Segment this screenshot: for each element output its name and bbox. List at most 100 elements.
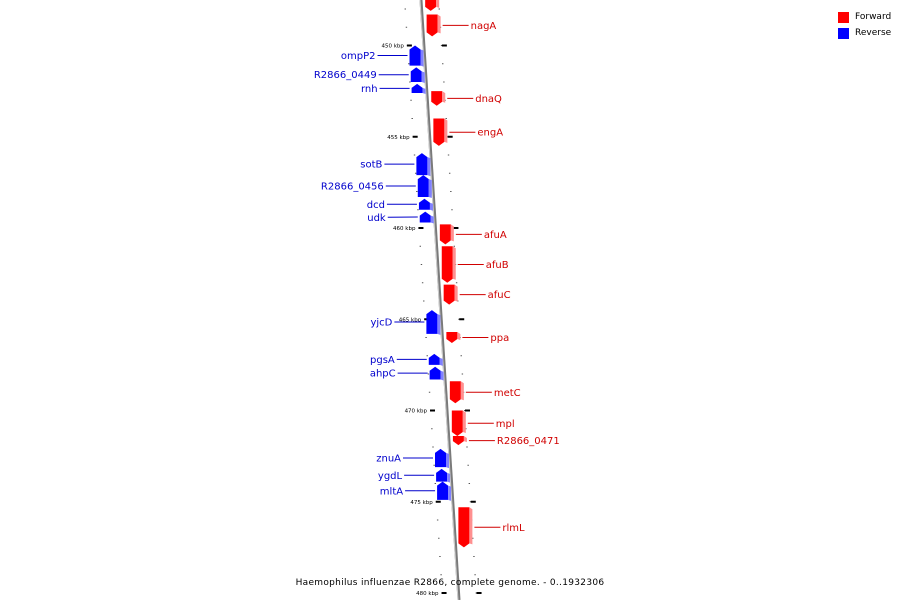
axis-tick-label: 465 kbp bbox=[399, 317, 422, 323]
gene-arrow-side bbox=[463, 436, 467, 443]
minor-tick bbox=[414, 172, 417, 174]
gene-label[interactable]: dnaQ bbox=[475, 94, 502, 105]
gene-ygdL-arrow[interactable] bbox=[436, 468, 451, 483]
gene-arrow-body bbox=[429, 366, 441, 380]
major-tick bbox=[412, 135, 418, 138]
minor-tick bbox=[457, 300, 459, 302]
minor-tick bbox=[436, 519, 439, 521]
gene-arrow-body bbox=[416, 153, 428, 176]
minor-tick bbox=[410, 99, 412, 101]
gene-label[interactable]: yjcD bbox=[370, 317, 392, 328]
minor-tick bbox=[411, 118, 413, 119]
gene-label[interactable]: nagA bbox=[471, 21, 497, 32]
gene-label[interactable]: sotB bbox=[360, 160, 382, 171]
gene-arrow-body bbox=[419, 211, 431, 223]
gene-label[interactable]: afuB bbox=[486, 260, 509, 271]
gene-rlmL-arrow[interactable] bbox=[458, 507, 473, 548]
gene-label[interactable]: udk bbox=[367, 213, 386, 224]
gene-label[interactable]: engA bbox=[477, 128, 503, 139]
gene-nagA-arrow[interactable] bbox=[426, 14, 441, 37]
gene-label[interactable]: ygdL bbox=[378, 471, 403, 482]
gene-arrow-side bbox=[446, 452, 450, 469]
minor-tick bbox=[475, 592, 477, 594]
major-tick bbox=[470, 500, 476, 503]
gene-arrow-side bbox=[429, 202, 433, 211]
minor-tick bbox=[472, 537, 474, 539]
minor-tick bbox=[468, 483, 471, 484]
gene-label[interactable]: R2866_0471 bbox=[497, 436, 560, 447]
minor-tick bbox=[458, 318, 460, 320]
gene-dnaQ-arrow[interactable] bbox=[431, 91, 446, 106]
gene-label[interactable]: rnh bbox=[361, 84, 378, 95]
gene-dcd-arrow[interactable] bbox=[418, 198, 433, 211]
minor-tick bbox=[431, 428, 433, 430]
minor-tick bbox=[448, 172, 451, 174]
gene-R2866_0449-arrow[interactable] bbox=[410, 67, 425, 83]
minor-tick bbox=[405, 26, 408, 28]
gene-label[interactable]: dcd bbox=[367, 200, 385, 211]
axis-tick-label: 480 kbp bbox=[416, 591, 439, 597]
gene-arrow-side bbox=[450, 224, 454, 242]
gene-label[interactable]: mpl bbox=[496, 419, 515, 430]
gene-label[interactable]: metC bbox=[494, 388, 521, 399]
minor-tick bbox=[425, 337, 427, 338]
legend: Forward Reverse bbox=[838, 9, 891, 41]
gene-udk-arrow[interactable] bbox=[419, 211, 434, 224]
gene-R2866_0471-arrow[interactable] bbox=[452, 436, 467, 446]
gene-arrow-side bbox=[420, 49, 424, 67]
gene-arrow-body bbox=[435, 448, 447, 468]
gene-label[interactable]: ahpC bbox=[370, 369, 396, 380]
major-tick bbox=[406, 44, 412, 47]
gene-sotB-arrow[interactable] bbox=[416, 153, 431, 177]
gene-label[interactable]: ompP2 bbox=[341, 51, 376, 62]
gene-arrow-side bbox=[460, 381, 464, 401]
gene-ahpC-arrow[interactable] bbox=[429, 366, 444, 381]
major-tick bbox=[476, 592, 482, 594]
minor-tick bbox=[433, 464, 435, 466]
minor-tick bbox=[428, 391, 431, 393]
gene-metC-arrow[interactable] bbox=[449, 381, 464, 404]
gene-label[interactable]: znuA bbox=[376, 453, 401, 464]
minor-tick bbox=[445, 118, 447, 119]
minor-tick bbox=[417, 209, 419, 211]
gene-pgsA-arrow[interactable] bbox=[428, 353, 443, 366]
gene-R2866_0456-arrow[interactable] bbox=[417, 175, 432, 198]
gene-arrow-body bbox=[426, 14, 438, 37]
gene-label[interactable]: ppa bbox=[490, 333, 509, 344]
major-tick bbox=[441, 592, 447, 594]
minor-tick bbox=[469, 501, 472, 503]
gene-unnamed-arrow[interactable] bbox=[425, 0, 440, 11]
gene-arrow-side bbox=[469, 507, 473, 545]
gene-afuC-arrow[interactable] bbox=[443, 284, 458, 305]
gene-label[interactable]: afuC bbox=[488, 290, 511, 301]
gene-arrow-side bbox=[437, 14, 441, 34]
gene-label[interactable]: R2866_0456 bbox=[321, 182, 384, 193]
gene-label[interactable]: R2866_0449 bbox=[314, 70, 377, 81]
gene-arrow-side bbox=[444, 118, 448, 143]
gene-yjcD-arrow[interactable] bbox=[426, 310, 441, 335]
gene-arrow-body bbox=[426, 310, 438, 334]
gene-znuA-arrow[interactable] bbox=[435, 448, 450, 469]
gene-mpl-arrow[interactable] bbox=[451, 410, 466, 437]
gene-label[interactable]: rlmL bbox=[502, 523, 525, 534]
gene-label[interactable]: mltA bbox=[380, 486, 403, 497]
gene-arrow-side bbox=[457, 332, 461, 340]
gene-rnh-arrow[interactable] bbox=[411, 83, 426, 94]
minor-tick bbox=[438, 537, 440, 539]
gene-label[interactable]: afuA bbox=[484, 230, 507, 241]
gene-mltA-arrow[interactable] bbox=[437, 481, 452, 501]
gene-arrow-side bbox=[430, 215, 434, 224]
minor-tick bbox=[474, 574, 476, 576]
gene-arrow-body bbox=[425, 0, 437, 11]
gene-arrow-body bbox=[451, 410, 463, 437]
gene-afuB-arrow[interactable] bbox=[441, 246, 456, 283]
gene-afuA-arrow[interactable] bbox=[439, 224, 454, 245]
gene-ppa-arrow[interactable] bbox=[446, 332, 461, 343]
gene-engA-arrow[interactable] bbox=[433, 118, 448, 146]
gene-arrow-side bbox=[421, 71, 425, 83]
gene-ompP2-arrow[interactable] bbox=[409, 45, 424, 67]
gene-label[interactable]: pgsA bbox=[370, 355, 395, 366]
gene-arrow-side bbox=[427, 157, 431, 177]
gene-arrow-body bbox=[418, 198, 430, 210]
